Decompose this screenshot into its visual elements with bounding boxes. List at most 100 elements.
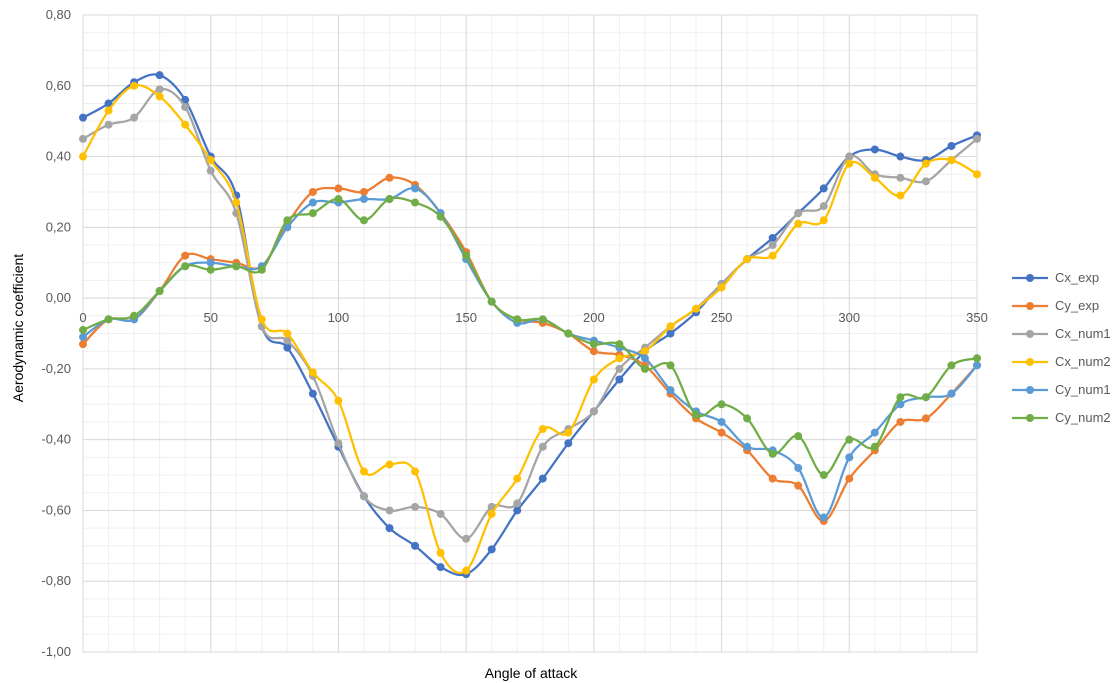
data-point-cy-num2: [334, 195, 343, 204]
data-point-cx-exp: [666, 329, 675, 338]
data-point-cx-exp: [513, 506, 522, 515]
data-point-cx-num2: [819, 216, 828, 225]
data-point-cy-num1: [283, 223, 292, 232]
data-point-cy-num2: [717, 400, 726, 409]
data-point-cy-num2: [589, 340, 598, 349]
data-point-cx-num2: [692, 304, 701, 313]
data-point-cx-num2: [640, 347, 649, 356]
x-tick-label: 200: [583, 310, 605, 325]
data-point-cx-exp: [947, 141, 956, 150]
data-point-cy-num2: [513, 315, 522, 324]
data-point-cx-exp: [819, 184, 828, 193]
x-tick-label: 150: [455, 310, 477, 325]
data-point-cy-num1: [717, 417, 726, 426]
data-point-cy-num2: [973, 354, 981, 363]
y-tick-label: 0,40: [46, 149, 71, 164]
data-point-cy-num2: [79, 325, 87, 334]
data-point-cx-num2: [130, 81, 139, 90]
data-point-cy-num2: [130, 311, 139, 320]
series-line-cx-num2: [82, 84, 978, 575]
data-point-cy-num2: [615, 340, 624, 349]
major-grid: [82, 14, 978, 653]
data-point-cx-exp: [104, 99, 113, 108]
data-point-cx-num2: [564, 428, 573, 437]
data-point-cx-num1: [181, 103, 190, 112]
data-point-cx-num1: [283, 336, 292, 345]
data-point-cy-num1: [206, 258, 215, 267]
data-point-cy-exp: [589, 347, 598, 356]
legend-marker-cy-exp: [1026, 302, 1034, 310]
data-point-cy-num2: [743, 414, 752, 423]
data-point-cy-num1: [870, 428, 879, 437]
series-cy-num1: [79, 184, 981, 522]
data-point-cy-exp: [385, 173, 394, 182]
data-point-cx-num2: [487, 509, 496, 518]
data-point-cx-exp: [308, 389, 317, 398]
data-point-cx-num1: [538, 442, 547, 451]
data-point-cy-num1: [308, 198, 317, 207]
data-point-cx-num2: [513, 474, 522, 483]
minor-grid: [82, 14, 978, 653]
data-point-cy-num2: [947, 361, 956, 370]
data-point-cx-num1: [411, 502, 420, 511]
data-point-cy-num2: [462, 251, 471, 260]
data-point-cy-exp: [359, 187, 368, 196]
y-tick-label: 0,60: [46, 78, 71, 93]
data-point-cy-num2: [845, 435, 854, 444]
legend-label-cy-num1: Cy_num1: [1055, 382, 1111, 397]
legend-marker-cx-num1: [1026, 330, 1034, 338]
legend-marker-cy-num2: [1026, 414, 1034, 422]
legend-item-cy-num1: Cy_num1: [1012, 382, 1111, 397]
data-point-cy-num2: [206, 265, 215, 274]
data-point-cx-num1: [973, 134, 981, 143]
data-point-cy-num2: [768, 449, 777, 458]
data-point-cx-num2: [359, 467, 368, 476]
data-point-cy-num2: [794, 432, 803, 441]
data-point-cx-num2: [589, 375, 598, 384]
legend-label-cx-num2: Cx_num2: [1055, 354, 1111, 369]
y-axis-tick-labels: -1,00 -0,80 -0,60 -0,40 -0,20 0,00 0,20 0,40 0,6…: [41, 7, 71, 659]
data-point-cy-num2: [104, 315, 113, 324]
data-point-cy-num1: [359, 195, 368, 204]
data-point-cx-num2: [768, 251, 777, 260]
data-point-cx-num1: [615, 364, 624, 373]
legend-item-cx-num1: Cx_num1: [1012, 326, 1111, 341]
y-tick-label: -0,20: [41, 361, 71, 376]
x-axis-title: Angle of attack: [485, 665, 579, 681]
data-point-cy-exp: [717, 428, 726, 437]
data-point-cx-num1: [359, 492, 368, 501]
data-point-cy-exp: [308, 187, 317, 196]
data-point-cx-num1: [130, 113, 139, 122]
data-point-cy-num2: [257, 265, 266, 274]
data-point-cx-num1: [768, 241, 777, 250]
data-point-cx-exp: [615, 375, 624, 384]
x-tick-label: 100: [328, 310, 350, 325]
data-point-cx-num2: [308, 368, 317, 377]
data-point-cx-num2: [104, 106, 113, 115]
data-point-cy-num2: [819, 471, 828, 480]
data-point-cx-num1: [819, 202, 828, 211]
data-point-cx-num1: [206, 166, 215, 175]
x-tick-label: 250: [711, 310, 733, 325]
data-point-cx-num2: [717, 283, 726, 292]
data-point-cx-exp: [896, 152, 905, 161]
data-point-cx-num2: [155, 92, 164, 101]
data-point-cy-num2: [181, 262, 190, 271]
data-point-cx-num1: [104, 120, 113, 129]
y-axis-title: Aerodynamic coefficient: [10, 254, 26, 402]
data-point-cx-num1: [513, 499, 522, 508]
data-point-cx-num2: [462, 566, 471, 575]
data-point-cx-num1: [589, 407, 598, 416]
series-layer: [79, 71, 981, 579]
data-point-cy-num1: [845, 453, 854, 462]
data-point-cx-num2: [206, 156, 215, 165]
data-point-cx-num2: [232, 198, 241, 207]
data-point-cx-num2: [921, 159, 930, 168]
legend-label-cy-num2: Cy_num2: [1055, 410, 1111, 425]
data-point-cx-exp: [411, 541, 420, 550]
data-point-cx-num2: [896, 191, 905, 200]
data-point-cx-num2: [436, 548, 445, 557]
data-point-cy-num1: [79, 333, 87, 342]
legend-marker-cy-num1: [1026, 386, 1034, 394]
